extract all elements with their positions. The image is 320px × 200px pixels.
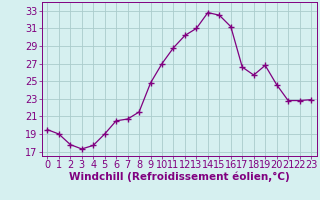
X-axis label: Windchill (Refroidissement éolien,°C): Windchill (Refroidissement éolien,°C) xyxy=(69,172,290,182)
